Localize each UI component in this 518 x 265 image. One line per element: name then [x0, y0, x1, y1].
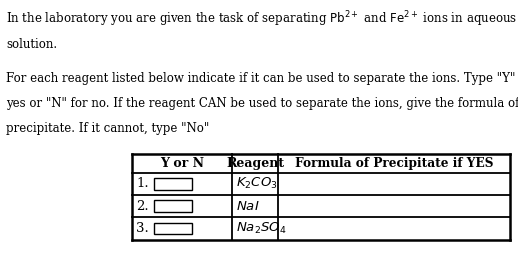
Text: In the laboratory you are given the task of separating $\rm Pb^{2+}$ and $\rm Fe: In the laboratory you are given the task… — [6, 9, 517, 29]
Text: solution.: solution. — [6, 38, 57, 51]
Text: For each reagent listed below indicate if it can be used to separate the ions. T: For each reagent listed below indicate i… — [6, 72, 518, 85]
Bar — [154, 178, 192, 190]
Text: $Na_2SO_4$: $Na_2SO_4$ — [236, 221, 287, 236]
Text: yes or "N" for no. If the reagent CAN be used to separate the ions, give the for: yes or "N" for no. If the reagent CAN be… — [6, 97, 518, 110]
Text: $NaI$: $NaI$ — [236, 200, 260, 213]
Text: Reagent: Reagent — [226, 157, 284, 170]
Text: 2.: 2. — [136, 200, 149, 213]
Text: Y or N: Y or N — [160, 157, 204, 170]
Text: Formula of Precipitate if YES: Formula of Precipitate if YES — [295, 157, 493, 170]
Text: $K_2CO_3$: $K_2CO_3$ — [236, 176, 278, 191]
Bar — [154, 223, 192, 234]
Text: 3.: 3. — [136, 222, 149, 235]
Text: precipitate. If it cannot, type "No": precipitate. If it cannot, type "No" — [6, 122, 209, 135]
Bar — [154, 200, 192, 212]
Text: 1.: 1. — [136, 177, 149, 190]
